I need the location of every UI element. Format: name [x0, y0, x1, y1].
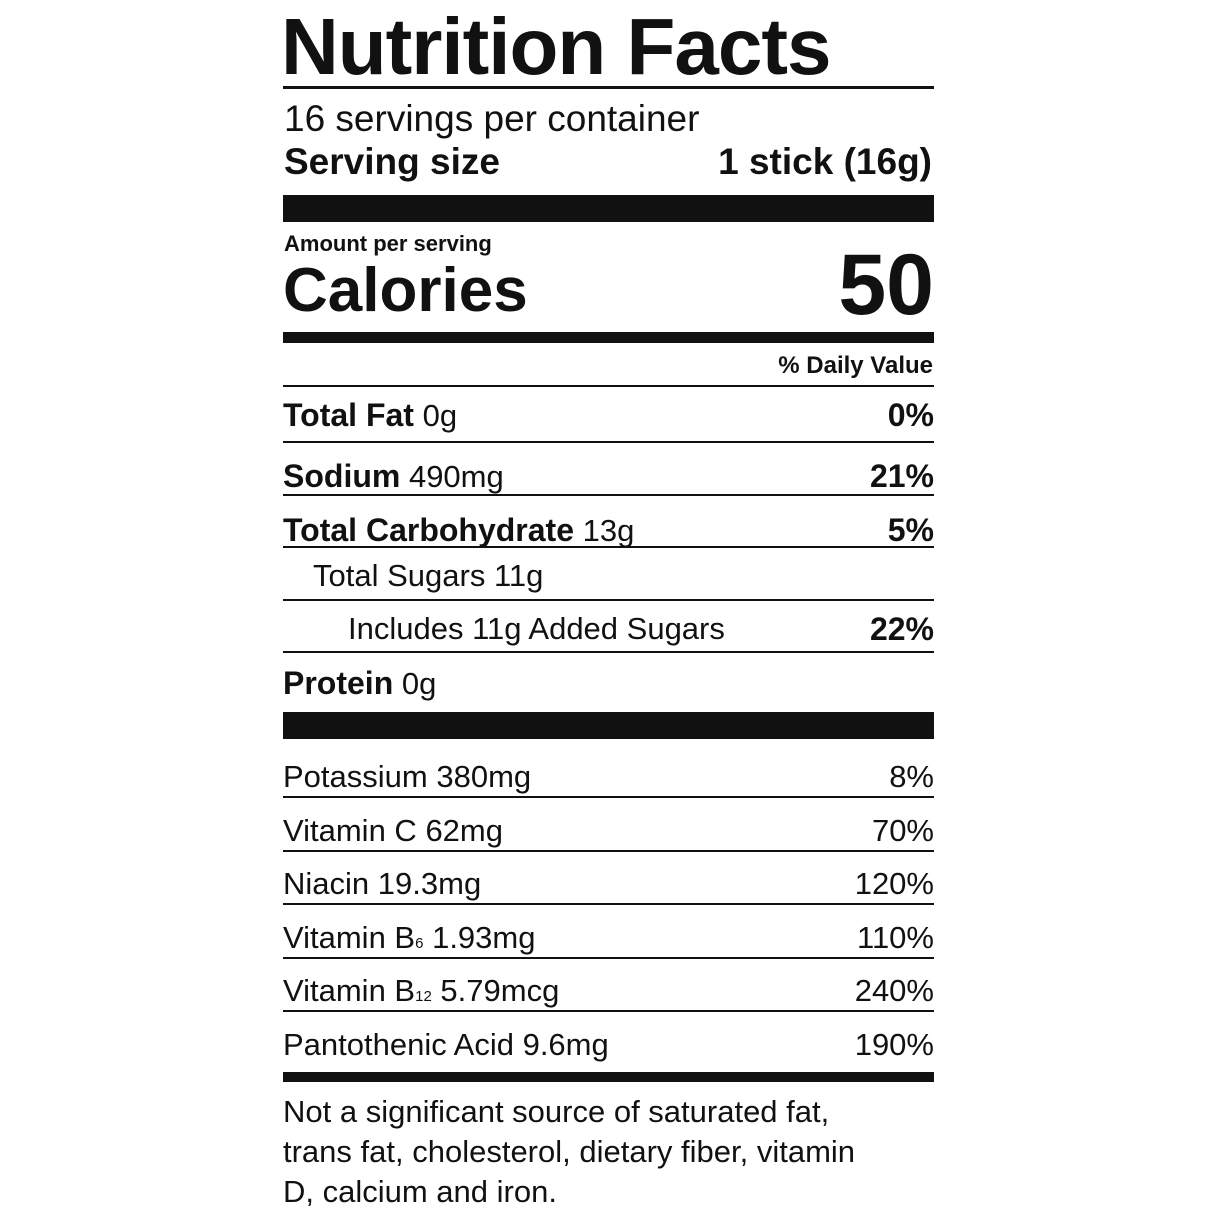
- divider: [283, 796, 934, 798]
- servings-per-container: 16 servings per container: [284, 98, 700, 139]
- thick-divider: [283, 712, 934, 739]
- medium-divider: [283, 332, 934, 343]
- divider: [283, 1010, 934, 1012]
- nutrient-amount: 1.93mg: [432, 920, 536, 955]
- nutrient-name: Vitamin C: [283, 813, 417, 848]
- nutrient-dv: 70%: [871, 813, 934, 848]
- title: Nutrition Facts: [281, 2, 831, 91]
- serving-size-label: Serving size: [284, 141, 500, 182]
- micronutrient-row: Pantothenic Acid 9.6mg 190%: [283, 1025, 934, 1065]
- nutrient-amount: 19.3mg: [377, 866, 482, 901]
- micronutrient-row: Potassium 380mg 8%: [283, 757, 934, 797]
- nutrient-dv: 5%: [887, 512, 934, 548]
- nutrient-amount: 380mg: [436, 759, 532, 794]
- nutrient-row-total-fat: Total Fat 0g 0%: [283, 395, 934, 435]
- nutrient-dv: 120%: [854, 866, 934, 901]
- nutrient-amount: 13g: [582, 513, 635, 548]
- nutrient-name: Pantothenic Acid: [283, 1027, 514, 1062]
- divider: [283, 385, 934, 387]
- nutrient-amount: 9.6mg: [522, 1027, 609, 1062]
- daily-value-header: % Daily Value: [778, 352, 933, 379]
- nutrient-dv: 8%: [889, 759, 934, 794]
- divider: [283, 599, 934, 601]
- calories-label: Calories: [283, 256, 528, 325]
- micronutrient-row: Niacin 19.3mg 120%: [283, 864, 934, 904]
- nutrient-amount: 490mg: [408, 459, 504, 494]
- nutrient-name: Potassium: [283, 759, 428, 794]
- nutrient-amount: 11g: [493, 558, 544, 593]
- nutrient-amount: 0g: [422, 398, 458, 433]
- nutrient-dv: 110%: [857, 920, 934, 955]
- nutrient-name: Total Carbohydrate: [283, 512, 574, 548]
- footnote-line: Not a significant source of saturated fa…: [283, 1094, 830, 1129]
- nutrient-row-added-sugars: Includes 11g Added Sugars 22%: [283, 609, 934, 649]
- thick-divider: [283, 195, 934, 222]
- nutrient-dv: 0%: [887, 397, 934, 433]
- nutrient-row-sodium: Sodium 490mg 21%: [283, 456, 934, 496]
- medium-divider: [283, 1072, 934, 1082]
- nutrient-name: Includes 11g Added Sugars: [348, 611, 725, 646]
- nutrient-dv: 190%: [854, 1027, 934, 1062]
- divider: [283, 546, 934, 548]
- nutrient-name: Vitamin B: [283, 973, 416, 1008]
- calories-value: 50: [838, 237, 934, 333]
- nutrient-row-total-carbohydrate: Total Carbohydrate 13g 5%: [283, 510, 934, 550]
- nutrient-dv: 22%: [869, 611, 934, 647]
- serving-size-value: 1 stick (16g): [718, 141, 932, 182]
- divider: [283, 441, 934, 443]
- divider: [283, 850, 934, 852]
- divider: [283, 86, 934, 89]
- footnote-line: trans fat, cholesterol, dietary fiber, v…: [283, 1134, 856, 1169]
- nutrient-name: Protein: [283, 665, 394, 701]
- micronutrient-row: Vitamin B6 1.93mg 110%: [283, 918, 934, 958]
- footnote-line: D, calcium and iron.: [283, 1174, 557, 1209]
- divider: [283, 957, 934, 959]
- micronutrient-row: Vitamin C 62mg 70%: [283, 811, 934, 851]
- divider: [283, 651, 934, 653]
- nutrient-amount: 0g: [401, 666, 437, 701]
- amount-per-serving: Amount per serving: [284, 231, 492, 256]
- divider: [283, 903, 934, 905]
- nutrient-name: Total Fat: [283, 397, 414, 433]
- nutrient-amount: 5.79mcg: [440, 973, 560, 1008]
- nutrient-name: Sodium: [283, 458, 401, 494]
- nutrient-subscript: 12: [415, 988, 432, 1005]
- nutrient-name: Total Sugars: [313, 558, 486, 593]
- divider: [283, 494, 934, 496]
- nutrient-row-total-sugars: Total Sugars 11g: [283, 556, 934, 596]
- nutrient-row-protein: Protein 0g: [283, 663, 934, 703]
- nutrient-dv: 21%: [869, 458, 934, 494]
- nutrient-amount: 62mg: [425, 813, 503, 848]
- nutrient-name: Vitamin B: [283, 920, 416, 955]
- nutrient-name: Niacin: [283, 866, 370, 901]
- micronutrient-row: Vitamin B12 5.79mcg 240%: [283, 971, 934, 1011]
- nutrient-dv: 240%: [854, 973, 934, 1008]
- footnote: Not a significant source of saturated fa…: [283, 1092, 855, 1212]
- nutrient-subscript: 6: [415, 935, 424, 952]
